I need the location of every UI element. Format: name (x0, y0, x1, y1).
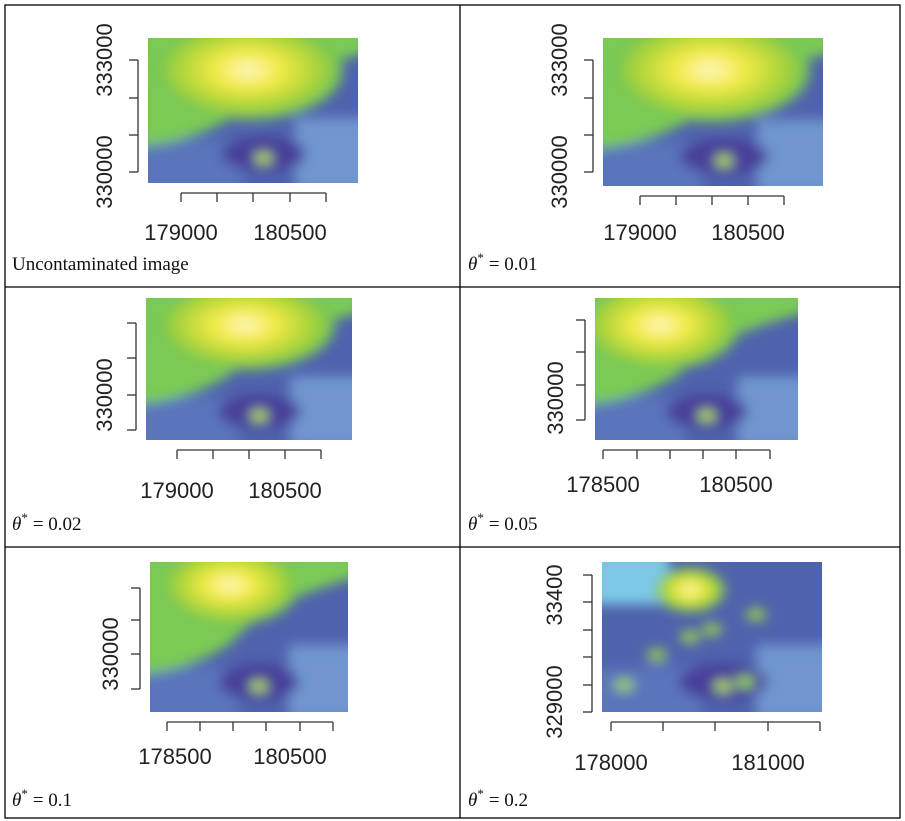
y-tick-label: 333000 (92, 23, 117, 96)
x-tick-label: 178000 (574, 750, 647, 775)
caption-value: = 0.1 (33, 790, 72, 811)
caption-superscript: * (21, 786, 28, 801)
caption: Uncontaminated image (12, 254, 189, 275)
caption-superscript: * (21, 510, 28, 525)
caption-variable: θ (468, 514, 477, 535)
x-tick-label: 178500 (138, 744, 211, 769)
heatmap-field (146, 298, 352, 440)
hotspot (746, 608, 766, 621)
caption: θ* = 0.02 (12, 510, 82, 535)
peak (655, 568, 725, 612)
caption-superscript: * (477, 786, 484, 801)
y-tick-label: 330000 (98, 617, 123, 690)
hotspot (614, 679, 634, 691)
y-tick-label: 329000 (542, 665, 567, 738)
hotspot (647, 649, 667, 661)
caption-value: = 0.02 (33, 514, 82, 535)
hotspot (249, 680, 268, 693)
x-tick-label: 179000 (140, 478, 213, 503)
heatmap-field (602, 562, 822, 712)
caption-variable: θ (12, 514, 21, 535)
x-tick-label: 180500 (253, 744, 326, 769)
y-tick-label: 330000 (543, 361, 568, 434)
peak (160, 562, 300, 625)
y-tick-label: 330000 (547, 135, 572, 208)
light-region (737, 376, 798, 440)
hotspot (250, 409, 269, 422)
hotspot (715, 154, 733, 167)
caption-variable: θ (12, 790, 21, 811)
x-tick-label: 180500 (699, 472, 772, 497)
heatmap (148, 38, 358, 183)
x-tick-label: 180500 (711, 220, 784, 245)
table-grid (4, 4, 901, 819)
caption-variable: θ (468, 790, 477, 811)
caption-superscript: * (477, 510, 484, 525)
caption-variable: θ (468, 254, 477, 275)
peak (595, 298, 740, 370)
hotspot (680, 631, 700, 643)
y-tick-label: 333000 (547, 23, 572, 96)
x-tick-label: 180500 (253, 220, 326, 245)
caption: θ* = 0.1 (12, 786, 72, 811)
hotspot (697, 409, 716, 422)
light-region (756, 644, 822, 712)
caption: θ* = 0.05 (468, 510, 538, 535)
heatmap (595, 298, 798, 440)
peak (155, 298, 335, 370)
y-tick-label: 330000 (92, 358, 117, 431)
caption-superscript: * (477, 250, 484, 265)
caption-value: = 0.2 (489, 790, 528, 811)
hotspot (735, 676, 755, 688)
caption: θ* = 0.01 (468, 250, 538, 275)
heatmap-field (150, 562, 348, 712)
y-tick-label: 33400 (542, 564, 567, 625)
x-tick-label: 179000 (603, 220, 676, 245)
hotspot (702, 623, 722, 636)
peak (610, 38, 810, 122)
light-region (295, 117, 358, 183)
heatmap (146, 298, 352, 440)
heatmap (603, 38, 823, 186)
heatmap-field (603, 38, 823, 186)
heatmap-field (148, 38, 358, 183)
peak (153, 38, 343, 120)
heatmap (150, 562, 348, 712)
light-region (288, 644, 348, 712)
x-tick-label: 180500 (248, 478, 321, 503)
heatmap (602, 562, 822, 712)
y-tick-label: 330000 (92, 135, 117, 208)
caption-value: = 0.05 (489, 514, 538, 535)
x-tick-label: 178500 (566, 472, 639, 497)
hotspot (254, 152, 273, 165)
heatmap-field (595, 298, 798, 440)
light-region (290, 376, 352, 440)
x-tick-label: 179000 (144, 220, 217, 245)
hotspot (714, 680, 732, 693)
caption-value: = 0.01 (489, 254, 538, 275)
caption: θ* = 0.2 (468, 786, 528, 811)
light-region (757, 119, 823, 186)
x-tick-label: 181000 (731, 750, 804, 775)
